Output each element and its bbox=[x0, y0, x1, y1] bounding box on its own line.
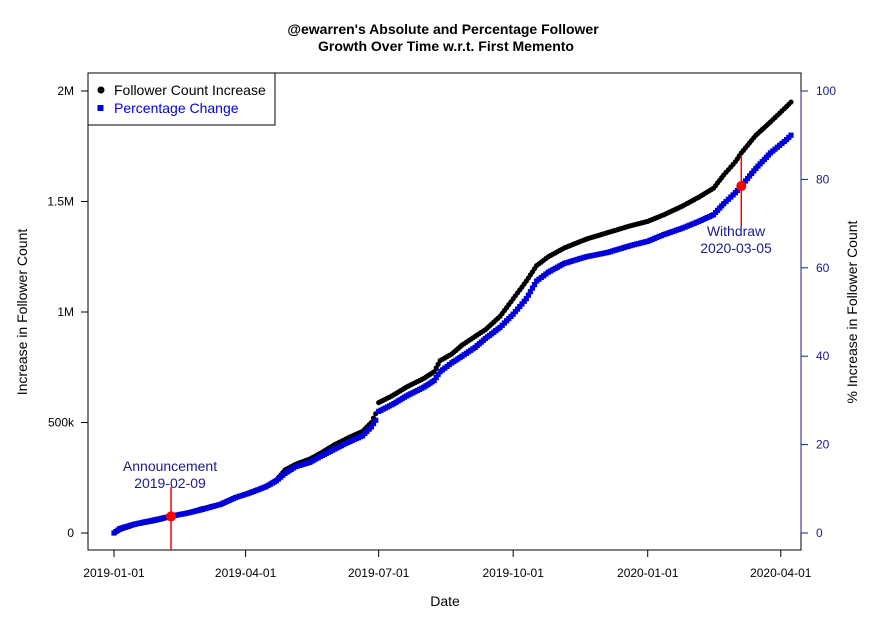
y-right-tick-label: 60 bbox=[816, 261, 830, 275]
data-point bbox=[433, 375, 439, 381]
legend-label-percentage-change: Percentage Change bbox=[114, 100, 239, 116]
y-axis-left: 0 500k 1M 1.5M 2M bbox=[47, 84, 89, 540]
y-left-tick-label: 500k bbox=[48, 416, 75, 430]
x-tick-label: 2019-10-01 bbox=[482, 566, 544, 580]
data-point bbox=[531, 282, 538, 288]
event-label-withdraw: Withdraw bbox=[707, 223, 766, 239]
y-right-tick-label: 20 bbox=[816, 438, 830, 452]
y-left-tick-label: 1.5M bbox=[47, 195, 74, 209]
legend-marker-follower-count bbox=[97, 86, 105, 94]
x-axis: 2019-01-01 2019-04-01 2019-07-01 2019-10-01… bbox=[83, 549, 812, 580]
chart-title-line-1: @ewarren's Absolute and Percentage Follo… bbox=[287, 21, 599, 37]
data-point bbox=[373, 417, 379, 423]
legend-marker-percentage-change bbox=[97, 105, 104, 111]
data-point bbox=[788, 99, 794, 105]
data-point bbox=[435, 372, 441, 378]
data-point bbox=[525, 292, 531, 298]
y-axis-left-label: Increase in Follower Count bbox=[14, 229, 30, 396]
data-point bbox=[431, 377, 437, 384]
y-left-tick-label: 0 bbox=[67, 526, 74, 540]
y-right-tick-label: 100 bbox=[816, 84, 836, 98]
y-right-tick-label: 80 bbox=[816, 172, 830, 186]
x-tick-label: 2019-04-01 bbox=[215, 566, 277, 580]
y-axis-right: 0 20 40 60 80 100 bbox=[800, 84, 836, 540]
data-point bbox=[523, 296, 529, 302]
y-right-tick-label: 40 bbox=[816, 349, 830, 363]
x-tick-label: 2020-01-01 bbox=[617, 566, 679, 580]
x-tick-label: 2020-04-01 bbox=[750, 566, 812, 580]
legend-label-follower-count: Follower Count Increase bbox=[114, 82, 266, 98]
event-date-withdraw: 2020-03-05 bbox=[700, 240, 772, 256]
chart-title-line-2: Growth Over Time w.r.t. First Memento bbox=[318, 38, 574, 54]
y-left-tick-label: 2M bbox=[57, 84, 74, 98]
series-percentage-change bbox=[111, 132, 794, 536]
legend-box bbox=[87, 72, 276, 126]
data-point bbox=[527, 289, 533, 295]
x-tick-label: 2019-01-01 bbox=[83, 566, 145, 580]
data-point bbox=[370, 421, 377, 427]
y-axis-right-label: % Increase in Follower Count bbox=[844, 220, 860, 403]
data-point bbox=[788, 132, 794, 138]
legend: Follower Count Increase Percentage Chang… bbox=[87, 72, 276, 126]
event-marker-withdraw bbox=[736, 181, 747, 192]
x-axis-label: Date bbox=[430, 593, 460, 609]
event-date-announcement: 2019-02-09 bbox=[134, 475, 206, 491]
y-left-tick-label: 1M bbox=[57, 305, 74, 319]
event-label-announcement: Announcement bbox=[123, 458, 217, 474]
data-point bbox=[529, 285, 536, 291]
y-right-tick-label: 0 bbox=[816, 526, 823, 540]
x-tick-label: 2019-07-01 bbox=[348, 566, 410, 580]
data-point bbox=[368, 424, 374, 430]
event-marker-announcement bbox=[166, 511, 177, 522]
series-layer bbox=[111, 99, 794, 536]
